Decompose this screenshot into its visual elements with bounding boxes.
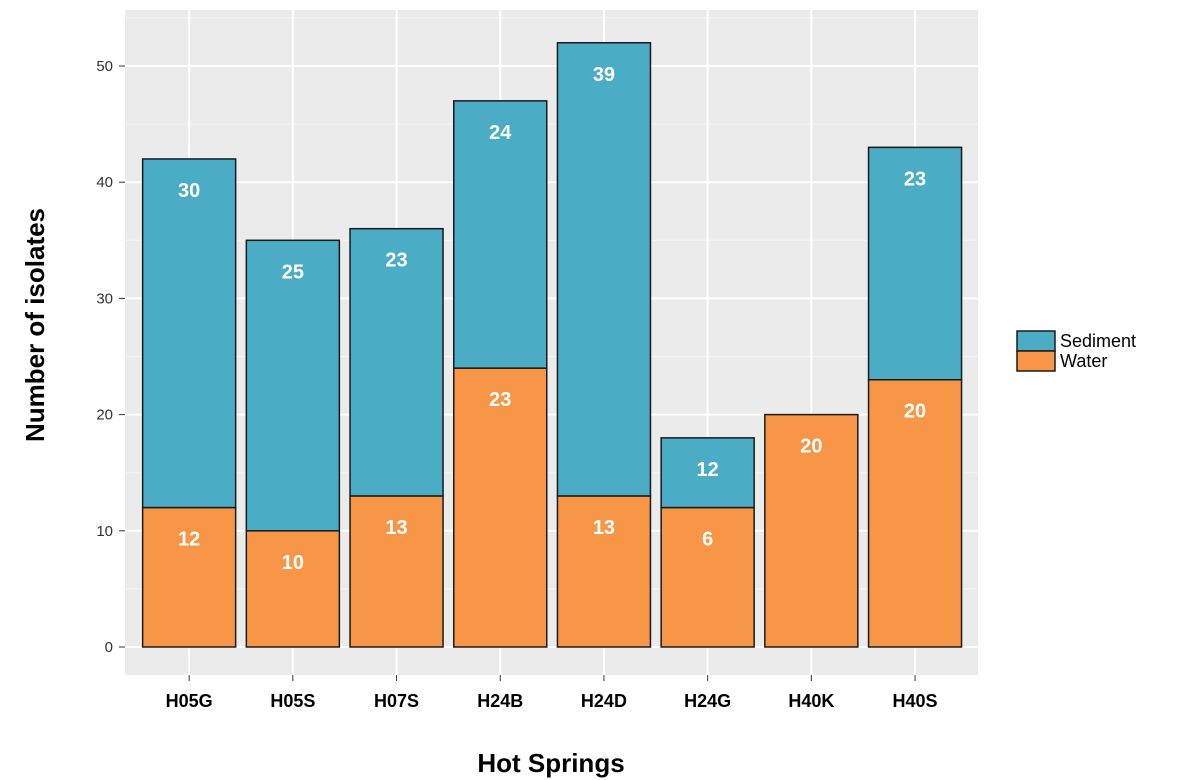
- bar-water-h40k: [764, 413, 859, 648]
- bar-water-h40s: [867, 378, 963, 648]
- x-tick-label: H40S: [893, 691, 938, 711]
- y-axis: 0 10 20 30 40 50: [96, 58, 125, 656]
- bar-sediment-h40s: [867, 146, 963, 381]
- y-tick-label: 10: [96, 523, 113, 540]
- bar-label-sediment-h24b: 24: [489, 122, 512, 144]
- bar-label-sediment-h40s: 23: [904, 168, 926, 190]
- legend-key-water: [1016, 350, 1056, 372]
- x-tick-label: H07S: [374, 691, 419, 711]
- x-tick-label: H24D: [581, 691, 627, 711]
- y-tick-label: 20: [96, 407, 113, 424]
- bars: [141, 42, 963, 648]
- y-tick-label: 0: [105, 639, 113, 656]
- legend-label-sediment: Sediment: [1060, 331, 1136, 351]
- x-axis: H05G H05S H07S H24B H24D H24G H40K H40S: [166, 675, 938, 711]
- bar-label-sediment-h07s: 23: [385, 250, 407, 272]
- bar-label-sediment-h05g: 30: [178, 180, 200, 202]
- bar-water-h24b: [453, 367, 548, 648]
- bar-label-water-h24g: 6: [702, 529, 713, 551]
- y-axis-title: Number of isolates: [20, 208, 50, 442]
- bar-label-water-h05s: 10: [282, 552, 304, 574]
- bar-sediment-h07s: [349, 227, 444, 497]
- x-tick-label: H05G: [166, 691, 213, 711]
- bar-label-water-h24d: 13: [593, 517, 615, 539]
- bar-label-water-h40s: 20: [904, 401, 926, 423]
- legend-label-water: Water: [1060, 351, 1107, 371]
- bar-water-h05s: [245, 530, 341, 648]
- y-tick-label: 50: [96, 58, 113, 75]
- bar-sediment-h05g: [141, 158, 237, 509]
- bar-water-h24d: [556, 495, 652, 648]
- bar-sediment-h24g: [660, 437, 755, 509]
- y-tick-label: 40: [96, 174, 113, 191]
- bar-label-water-h40k: 20: [800, 436, 822, 458]
- bar-label-water-h24b: 23: [489, 389, 511, 411]
- x-tick-label: H05S: [270, 691, 315, 711]
- x-tick-label: H40K: [788, 691, 834, 711]
- bar-label-sediment-h24g: 12: [697, 459, 719, 481]
- x-axis-title: Hot Springs: [477, 748, 624, 778]
- bar-labels: 12 30 10 25 13 23 23 24 13 39 6 12 20 20 23: [178, 64, 926, 574]
- y-tick-label: 30: [96, 290, 113, 307]
- bar-water-h05g: [141, 506, 237, 648]
- bar-sediment-h24d: [556, 42, 652, 497]
- x-tick-label: H24B: [477, 691, 523, 711]
- bar-sediment-h24b: [453, 100, 548, 369]
- x-tick-label: H24G: [684, 691, 731, 711]
- bar-label-sediment-h05s: 25: [282, 261, 304, 283]
- bar-sediment-h05s: [245, 239, 341, 532]
- bar-water-h07s: [349, 495, 444, 648]
- legend-key-sediment: [1016, 330, 1056, 352]
- bar-label-water-h05g: 12: [178, 529, 200, 551]
- bar-label-sediment-h24d: 39: [593, 64, 615, 86]
- bar-label-water-h07s: 13: [385, 517, 407, 539]
